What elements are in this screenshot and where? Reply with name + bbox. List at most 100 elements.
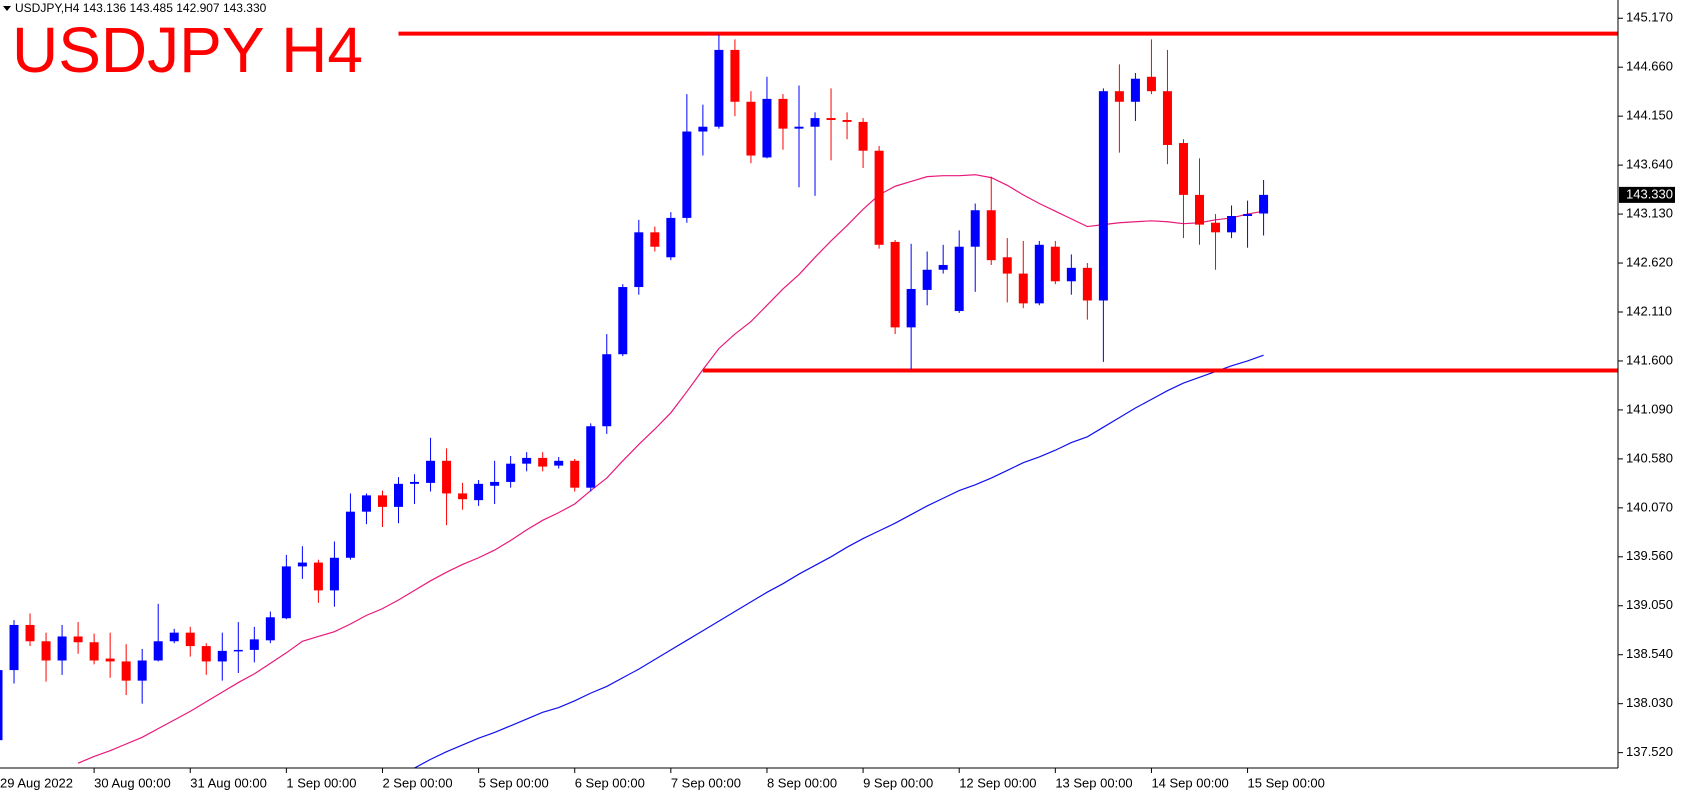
candle-body (89, 642, 99, 661)
candle-body (458, 493, 468, 500)
x-tick-label: 6 Sep 00:00 (575, 775, 645, 790)
x-tick-label: 8 Sep 00:00 (767, 775, 837, 790)
chart-header: USDJPY,H4 143.136 143.485 142.907 143.33… (15, 1, 267, 15)
candle-body (858, 121, 868, 151)
candle-body (9, 624, 19, 671)
x-tick-label: 13 Sep 00:00 (1055, 775, 1132, 790)
candle-body (1114, 91, 1124, 102)
x-tick-label: 5 Sep 00:00 (479, 775, 549, 790)
candle-body (954, 246, 964, 312)
candle-body (1002, 257, 1012, 274)
y-tick-label: 144.150 (1626, 108, 1673, 123)
y-tick-label: 144.660 (1626, 59, 1673, 74)
y-tick-label: 143.130 (1626, 206, 1673, 221)
header-arrow (3, 6, 11, 11)
candle-body (602, 354, 612, 427)
candle-body (1162, 91, 1172, 145)
candle-body (554, 460, 564, 466)
candle-body (570, 460, 580, 488)
y-tick-label: 140.580 (1626, 450, 1673, 465)
candle-body (538, 457, 548, 467)
candle-body (1243, 214, 1253, 216)
x-tick-label: 30 Aug 00:00 (94, 775, 171, 790)
x-tick-label: 2 Sep 00:00 (382, 775, 452, 790)
candle-body (1146, 76, 1156, 92)
candle-body (794, 126, 804, 129)
y-tick-label: 145.170 (1626, 10, 1673, 25)
candle-body (185, 632, 195, 647)
candle-body (890, 241, 900, 328)
candle-body (73, 636, 83, 643)
candle-body (329, 557, 339, 591)
candle-body (650, 232, 660, 247)
candle-body (1227, 216, 1237, 233)
candle-body (474, 483, 484, 501)
y-tick-label: 143.640 (1626, 157, 1673, 172)
candle-body (121, 661, 131, 681)
candle-body (25, 624, 35, 642)
candle-body (105, 658, 115, 662)
candle-body (57, 636, 67, 661)
x-tick-label: 7 Sep 00:00 (671, 775, 741, 790)
y-tick-label: 142.620 (1626, 254, 1673, 269)
candle-body (922, 269, 932, 290)
candle-body (297, 562, 307, 567)
candle-body (970, 210, 980, 247)
candle-body (906, 288, 916, 328)
x-tick-label: 31 Aug 00:00 (190, 775, 267, 790)
y-tick-label: 141.600 (1626, 352, 1673, 367)
moving-average (77, 174, 1264, 764)
candle-body (394, 483, 403, 507)
candle-body (233, 649, 243, 652)
candle-body (666, 217, 676, 258)
candle-body (1034, 244, 1044, 304)
candle-body (1178, 143, 1188, 195)
y-tick-label: 137.520 (1626, 744, 1673, 759)
y-tick-label: 138.540 (1626, 646, 1673, 661)
candle-body (490, 481, 500, 486)
candle-body (281, 566, 291, 619)
candle-body (1066, 267, 1076, 282)
candle-body (746, 101, 756, 156)
candle-body (1098, 91, 1108, 301)
candle-body (410, 481, 420, 484)
candle-body (313, 562, 323, 591)
y-tick-label: 139.050 (1626, 597, 1673, 612)
candle-body (938, 264, 948, 270)
chart-title: USDJPY H4 (12, 14, 363, 86)
candle-body (778, 98, 788, 129)
candle-body (1082, 267, 1092, 301)
candle-body (201, 646, 211, 662)
candle-body (249, 639, 259, 650)
candle-body (842, 120, 852, 122)
candle-body (1130, 78, 1140, 102)
candle-body (826, 118, 836, 120)
candle-body (0, 670, 3, 741)
candle-body (169, 632, 179, 642)
x-tick-label: 14 Sep 00:00 (1151, 775, 1228, 790)
candle-body (522, 457, 532, 464)
y-tick-label: 140.070 (1626, 499, 1673, 514)
plot-area (0, 31, 1618, 768)
last-price-label: 143.330 (1626, 186, 1673, 201)
x-tick-label: 29 Aug 2022 (0, 775, 73, 790)
candle-body (618, 287, 628, 355)
candle-body (634, 232, 644, 288)
candle-body (506, 463, 516, 482)
candle-body (1050, 246, 1060, 282)
candle-body (1259, 194, 1269, 214)
candle-body (345, 511, 355, 558)
candle-body (41, 641, 51, 661)
candle-body (682, 131, 692, 218)
candle-body (986, 210, 996, 261)
candle-body (1018, 273, 1028, 304)
candle-body (698, 126, 708, 132)
last-price-tag (1619, 186, 1675, 203)
x-tick-label: 15 Sep 00:00 (1248, 775, 1325, 790)
y-tick-label: 138.030 (1626, 695, 1673, 710)
candle-body (137, 660, 147, 681)
candle-body (1211, 222, 1221, 233)
candle-body (426, 460, 436, 483)
